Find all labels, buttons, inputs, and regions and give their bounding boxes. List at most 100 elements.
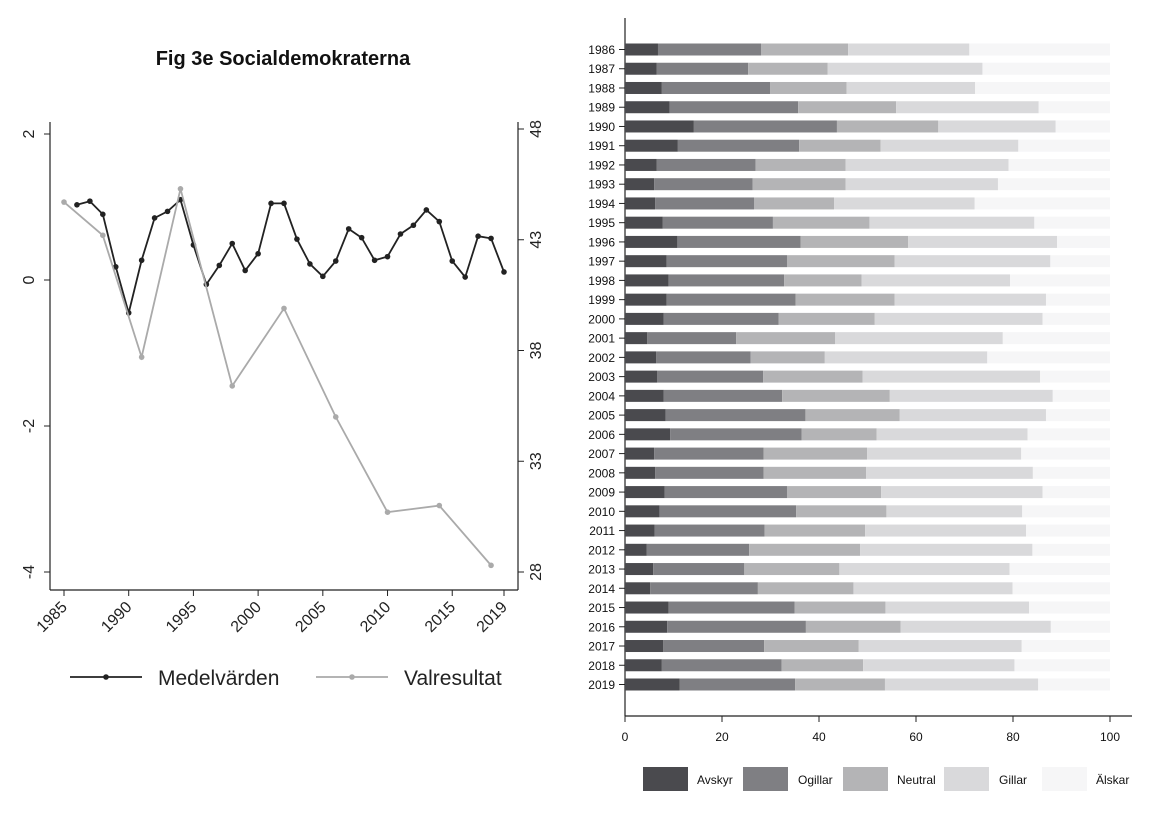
- bar-category-label: 1987: [588, 62, 615, 76]
- bar-segment-neutral: [794, 601, 886, 614]
- bar-segment-avskyr: [625, 620, 668, 633]
- bar-segment-avskyr: [625, 274, 669, 287]
- bar-segment-gillar: [896, 101, 1039, 114]
- bar-segment-ogillar: [655, 197, 755, 210]
- bar-segment-gillar: [858, 640, 1022, 653]
- left-y-tick-label: -2: [21, 419, 38, 433]
- bar-category-label: 2001: [588, 332, 615, 346]
- series-point-0: [345, 226, 352, 232]
- bar-segment-neutral: [763, 447, 868, 460]
- series-point-0: [164, 208, 171, 215]
- bar-category-label: 2019: [588, 678, 615, 692]
- bar-segment-neutral: [764, 524, 866, 537]
- bar-segment-älskar: [1050, 620, 1110, 633]
- bar-segment-gillar: [848, 43, 970, 56]
- series-point-0: [397, 231, 404, 237]
- bar-legend-label-gillar: Gillar: [999, 773, 1027, 787]
- bar-segment-avskyr: [625, 486, 665, 499]
- bar-segment-gillar: [884, 678, 1039, 691]
- bar-segment-neutral: [757, 582, 854, 595]
- bar-segment-ogillar: [657, 370, 764, 383]
- bar-segment-neutral: [748, 62, 828, 75]
- bar-category-label: 1998: [588, 274, 615, 288]
- bar-segment-älskar: [1034, 216, 1110, 229]
- bar-segment-älskar: [1055, 120, 1110, 133]
- bar-segment-avskyr: [625, 389, 664, 402]
- bar-segment-gillar: [866, 466, 1033, 479]
- bar-segment-gillar: [835, 332, 1003, 345]
- bar-segment-gillar: [845, 178, 998, 191]
- bar-segment-avskyr: [625, 370, 658, 383]
- bar-legend-label-avskyr: Avskyr: [697, 773, 733, 787]
- bar-segment-avskyr: [625, 524, 655, 537]
- bar-segment-gillar: [899, 409, 1046, 422]
- bar-segment-älskar: [1052, 389, 1110, 402]
- bar-segment-neutral: [782, 389, 890, 402]
- bar-segment-avskyr: [625, 601, 669, 614]
- bar-segment-neutral: [801, 428, 877, 441]
- bar-legend-label-älskar: Älskar: [1096, 773, 1129, 787]
- bar-segment-ogillar: [666, 293, 796, 306]
- bar-segment-älskar: [969, 43, 1110, 56]
- bar-segment-avskyr: [625, 505, 660, 518]
- bar-segment-älskar: [987, 351, 1110, 364]
- bar-segment-ogillar: [664, 486, 787, 499]
- bar-segment-gillar: [889, 389, 1053, 402]
- bar-segment-gillar: [908, 235, 1058, 248]
- series-point-1: [281, 305, 287, 312]
- bar-segment-älskar: [1009, 563, 1110, 576]
- bar-segment-neutral: [781, 659, 864, 672]
- bar-segment-neutral: [761, 43, 849, 56]
- bar-category-label: 2008: [588, 466, 615, 480]
- bar-segment-gillar: [876, 428, 1028, 441]
- bar-segment-avskyr: [625, 62, 657, 75]
- bar-segment-gillar: [874, 312, 1043, 325]
- bar-segment-neutral: [736, 332, 836, 345]
- series-point-0: [138, 257, 145, 264]
- bar-segment-gillar: [880, 139, 1019, 152]
- bar-category-label: 2010: [588, 505, 615, 519]
- left-y-tick-label: -4: [21, 565, 38, 579]
- bar-segment-neutral: [764, 640, 859, 653]
- series-point-1: [61, 199, 67, 205]
- bar-segment-avskyr: [625, 332, 648, 345]
- bar-segment-ogillar: [677, 235, 801, 248]
- bar-category-label: 2012: [588, 543, 615, 557]
- legend-marker-1: [349, 674, 355, 680]
- bar-segment-ogillar: [677, 139, 800, 152]
- series-point-1: [332, 414, 339, 420]
- bar-category-label: 2018: [588, 659, 615, 673]
- bar-segment-ogillar: [650, 582, 758, 595]
- bar-legend-label-neutral: Neutral: [897, 773, 936, 787]
- bar-segment-gillar: [861, 274, 1011, 287]
- series-point-0: [294, 236, 300, 242]
- bar-segment-neutral: [796, 505, 887, 518]
- bar-segment-neutral: [805, 409, 900, 422]
- series-point-0: [268, 200, 274, 207]
- bar-category-label: 2011: [589, 524, 615, 538]
- bar-x-tick-label: 20: [715, 730, 729, 744]
- bar-category-label: 1989: [588, 101, 615, 115]
- bar-segment-avskyr: [625, 139, 678, 152]
- bar-segment-neutral: [755, 158, 846, 171]
- bar-segment-neutral: [784, 274, 862, 287]
- legend-label-1: Valresultat: [404, 667, 502, 690]
- bar-legend-swatch-avskyr: [643, 767, 688, 791]
- bar-segment-älskar: [982, 62, 1110, 75]
- bar-segment-ogillar: [662, 216, 773, 229]
- bar-segment-älskar: [1026, 524, 1110, 537]
- bar-segment-ogillar: [661, 659, 782, 672]
- bar-segment-avskyr: [625, 216, 663, 229]
- bar-segment-neutral: [752, 178, 846, 191]
- bar-segment-ogillar: [668, 601, 795, 614]
- bar-category-label: 2006: [588, 428, 615, 442]
- bar-segment-avskyr: [625, 178, 655, 191]
- bar-segment-älskar: [1012, 582, 1110, 595]
- bar-x-tick-label: 0: [622, 730, 629, 744]
- right-y-tick-label: 43: [528, 231, 545, 249]
- series-point-0: [423, 207, 430, 213]
- bar-category-label: 1995: [588, 216, 615, 230]
- series-line-1: [63, 188, 492, 566]
- bar-segment-älskar: [1021, 447, 1110, 460]
- bar-segment-gillar: [894, 293, 1046, 306]
